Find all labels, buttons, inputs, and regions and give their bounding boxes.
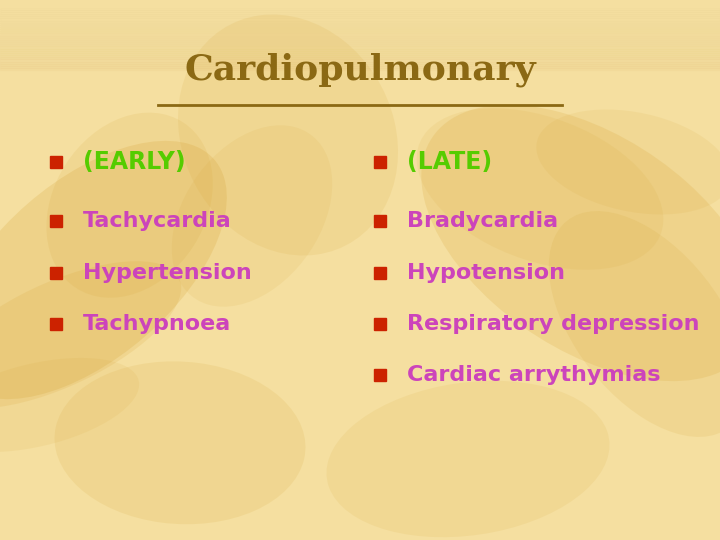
Ellipse shape — [417, 108, 663, 270]
Bar — [0, 12, 720, 14]
Ellipse shape — [536, 110, 720, 214]
Text: (LATE): (LATE) — [407, 150, 492, 174]
Text: Hypotension: Hypotension — [407, 262, 564, 283]
Ellipse shape — [46, 113, 213, 298]
Bar — [0, 31, 720, 33]
Ellipse shape — [421, 105, 720, 381]
Ellipse shape — [0, 261, 181, 408]
Bar — [0, 68, 720, 70]
Bar — [0, 44, 720, 46]
Bar — [0, 14, 720, 16]
Text: Respiratory depression: Respiratory depression — [407, 314, 699, 334]
Text: Cardiac arrythymias: Cardiac arrythymias — [407, 365, 660, 386]
Bar — [0, 27, 720, 29]
Bar — [0, 23, 720, 25]
Bar — [0, 29, 720, 31]
Ellipse shape — [0, 358, 139, 452]
Bar — [0, 55, 720, 57]
Bar — [0, 42, 720, 44]
Text: Bradycardia: Bradycardia — [407, 211, 558, 232]
Ellipse shape — [549, 211, 720, 437]
Ellipse shape — [172, 125, 332, 307]
Bar — [0, 66, 720, 68]
Bar — [0, 38, 720, 40]
Text: Cardiopulmonary: Cardiopulmonary — [184, 53, 536, 87]
Bar — [0, 8, 720, 10]
Text: Tachypnoea: Tachypnoea — [83, 314, 231, 334]
Bar — [0, 51, 720, 53]
Bar — [0, 64, 720, 66]
Bar — [0, 21, 720, 23]
Bar — [0, 49, 720, 51]
Bar — [0, 18, 720, 21]
Bar — [0, 5, 720, 8]
Ellipse shape — [55, 361, 305, 524]
Bar — [0, 57, 720, 59]
Bar — [0, 16, 720, 18]
Bar — [0, 36, 720, 38]
Bar — [0, 33, 720, 36]
Text: Tachycardia: Tachycardia — [83, 211, 232, 232]
Bar — [0, 59, 720, 62]
Ellipse shape — [0, 141, 227, 399]
Text: (EARLY): (EARLY) — [83, 150, 186, 174]
Bar — [0, 40, 720, 42]
Bar — [0, 53, 720, 55]
Ellipse shape — [178, 15, 398, 255]
Bar — [0, 62, 720, 64]
Bar — [0, 46, 720, 49]
Text: Hypertension: Hypertension — [83, 262, 251, 283]
Bar — [0, 10, 720, 12]
Bar — [0, 25, 720, 27]
Ellipse shape — [326, 381, 610, 537]
